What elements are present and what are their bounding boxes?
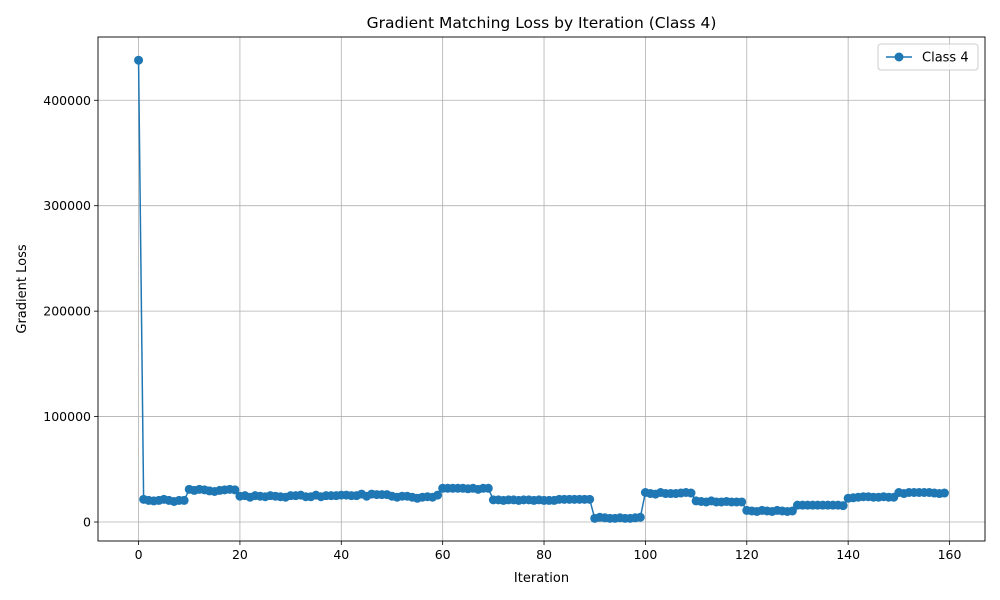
chart-title: Gradient Matching Loss by Iteration (Cla… xyxy=(367,14,717,32)
x-tick-label: 0 xyxy=(135,547,143,562)
data-point xyxy=(939,488,949,498)
data-point xyxy=(483,483,493,493)
data-point xyxy=(134,55,144,65)
legend: Class 4 xyxy=(877,43,979,71)
x-tick-label: 80 xyxy=(536,547,552,562)
data-point xyxy=(686,488,696,498)
x-tick-label: 100 xyxy=(633,547,657,562)
y-tick-label: 0 xyxy=(83,515,91,530)
y-tick-label: 200000 xyxy=(43,304,91,319)
data-point xyxy=(737,497,747,507)
plot-area xyxy=(98,37,985,541)
x-tick-label: 20 xyxy=(232,547,248,562)
y-tick-label: 100000 xyxy=(43,409,91,424)
data-point xyxy=(585,494,595,504)
x-tick-label: 120 xyxy=(735,547,759,562)
data-point xyxy=(230,485,240,495)
data-point xyxy=(179,495,189,505)
data-point xyxy=(635,512,645,522)
y-tick-label: 300000 xyxy=(43,198,91,213)
x-axis-ticks: 0 20 40 60 80 100 120 140 160 xyxy=(135,541,962,562)
data-point xyxy=(787,506,797,516)
data-point xyxy=(838,501,848,511)
x-tick-label: 140 xyxy=(836,547,860,562)
x-tick-label: 40 xyxy=(333,547,349,562)
y-tick-label: 400000 xyxy=(43,93,91,108)
legend-frame xyxy=(877,43,979,71)
x-axis-label: Iteration xyxy=(514,571,569,586)
x-tick-label: 160 xyxy=(938,547,962,562)
data-point xyxy=(433,490,443,500)
plot-frame xyxy=(97,36,986,542)
grid-lines xyxy=(98,37,985,541)
y-axis-label: Gradient Loss xyxy=(15,244,30,333)
x-tick-label: 60 xyxy=(435,547,451,562)
series-class-4 xyxy=(134,55,949,523)
legend-entry-class-4: Class 4 xyxy=(922,51,969,66)
y-axis-ticks: 0 100000 200000 300000 400000 xyxy=(43,93,98,530)
legend-marker-swatch xyxy=(894,52,904,62)
